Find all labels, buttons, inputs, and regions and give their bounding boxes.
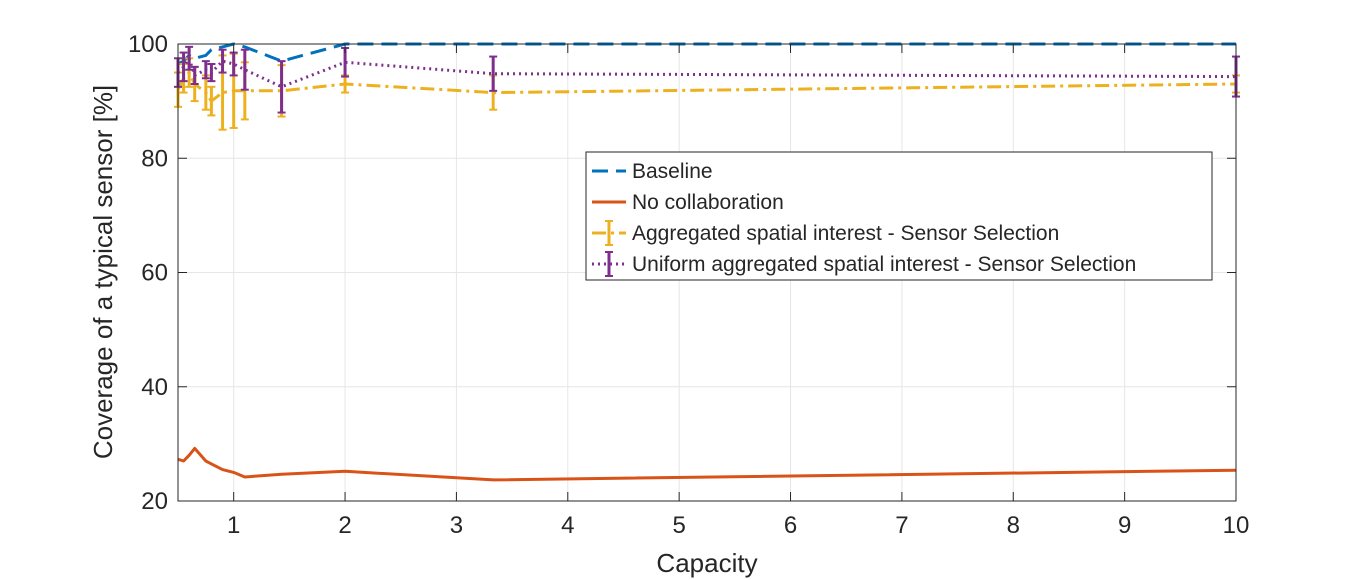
series-0 (177, 42, 1236, 66)
y-tick-label: 20 (141, 488, 168, 515)
x-tick-label: 2 (338, 512, 351, 539)
legend-box (585, 151, 1213, 281)
legend: Baseline No collaboration Aggregated spati… (585, 151, 1213, 281)
y-tick-label: 40 (141, 374, 168, 401)
y-axis-label: Coverage of a typical sensor [%] (88, 85, 118, 459)
legend-label: Aggregated spatial interest - Sensor Sel… (632, 222, 1059, 245)
legend-label: Uniform aggregated spatial interest - Se… (632, 253, 1136, 276)
x-tick-label: 8 (1007, 512, 1020, 539)
x-tick-label: 3 (450, 512, 463, 539)
x-tick-label: 5 (672, 512, 685, 539)
x-tick-label: 7 (895, 512, 908, 539)
series-layer (174, 42, 1240, 482)
series-1 (177, 446, 1237, 482)
series-line (176, 56, 1237, 89)
x-tick-label: 9 (1118, 512, 1131, 539)
x-tick-label: 10 (1223, 512, 1250, 539)
x-tick-label: 4 (561, 512, 574, 539)
series-line (177, 446, 1237, 482)
legend-label: Baseline (632, 160, 713, 183)
series-3 (174, 45, 1240, 114)
series-line (177, 42, 1236, 66)
x-axis-label: Capacity (656, 548, 757, 578)
x-tick-label: 1 (227, 512, 240, 539)
ticks (178, 43, 1237, 502)
y-tick-label: 100 (128, 31, 168, 58)
y-tick-label: 80 (141, 145, 168, 172)
x-tick-label: 6 (784, 512, 797, 539)
tick-labels: 1 2 3 4 5 6 7 8 9 10 20 40 60 80 100 (128, 31, 1249, 539)
legend-label: No collaboration (632, 191, 784, 214)
y-tick-label: 60 (141, 260, 168, 287)
